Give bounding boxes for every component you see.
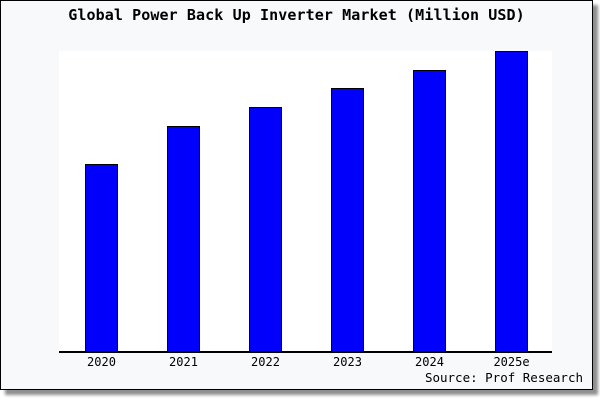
bar-2020 bbox=[85, 164, 118, 351]
x-tick-label-2025e: 2025e bbox=[493, 355, 530, 369]
x-tick-label-2024: 2024 bbox=[415, 355, 444, 369]
x-tick-label-2023: 2023 bbox=[333, 355, 362, 369]
chart-title: Global Power Back Up Inverter Market (Mi… bbox=[68, 6, 525, 24]
bar-2024 bbox=[413, 70, 446, 351]
x-tick-label-2022: 2022 bbox=[251, 355, 280, 369]
plot-area bbox=[59, 51, 552, 353]
bar-2022 bbox=[249, 107, 282, 351]
source-credit: Source: Prof Research bbox=[424, 370, 583, 385]
bar-2025e bbox=[495, 51, 528, 351]
bar-2021 bbox=[167, 126, 200, 351]
x-tick-label-2021: 2021 bbox=[169, 355, 198, 369]
x-tick-label-2020: 2020 bbox=[87, 355, 116, 369]
bar-2023 bbox=[331, 88, 364, 351]
figure-frame: Global Power Back Up Inverter Market (Mi… bbox=[0, 0, 593, 390]
